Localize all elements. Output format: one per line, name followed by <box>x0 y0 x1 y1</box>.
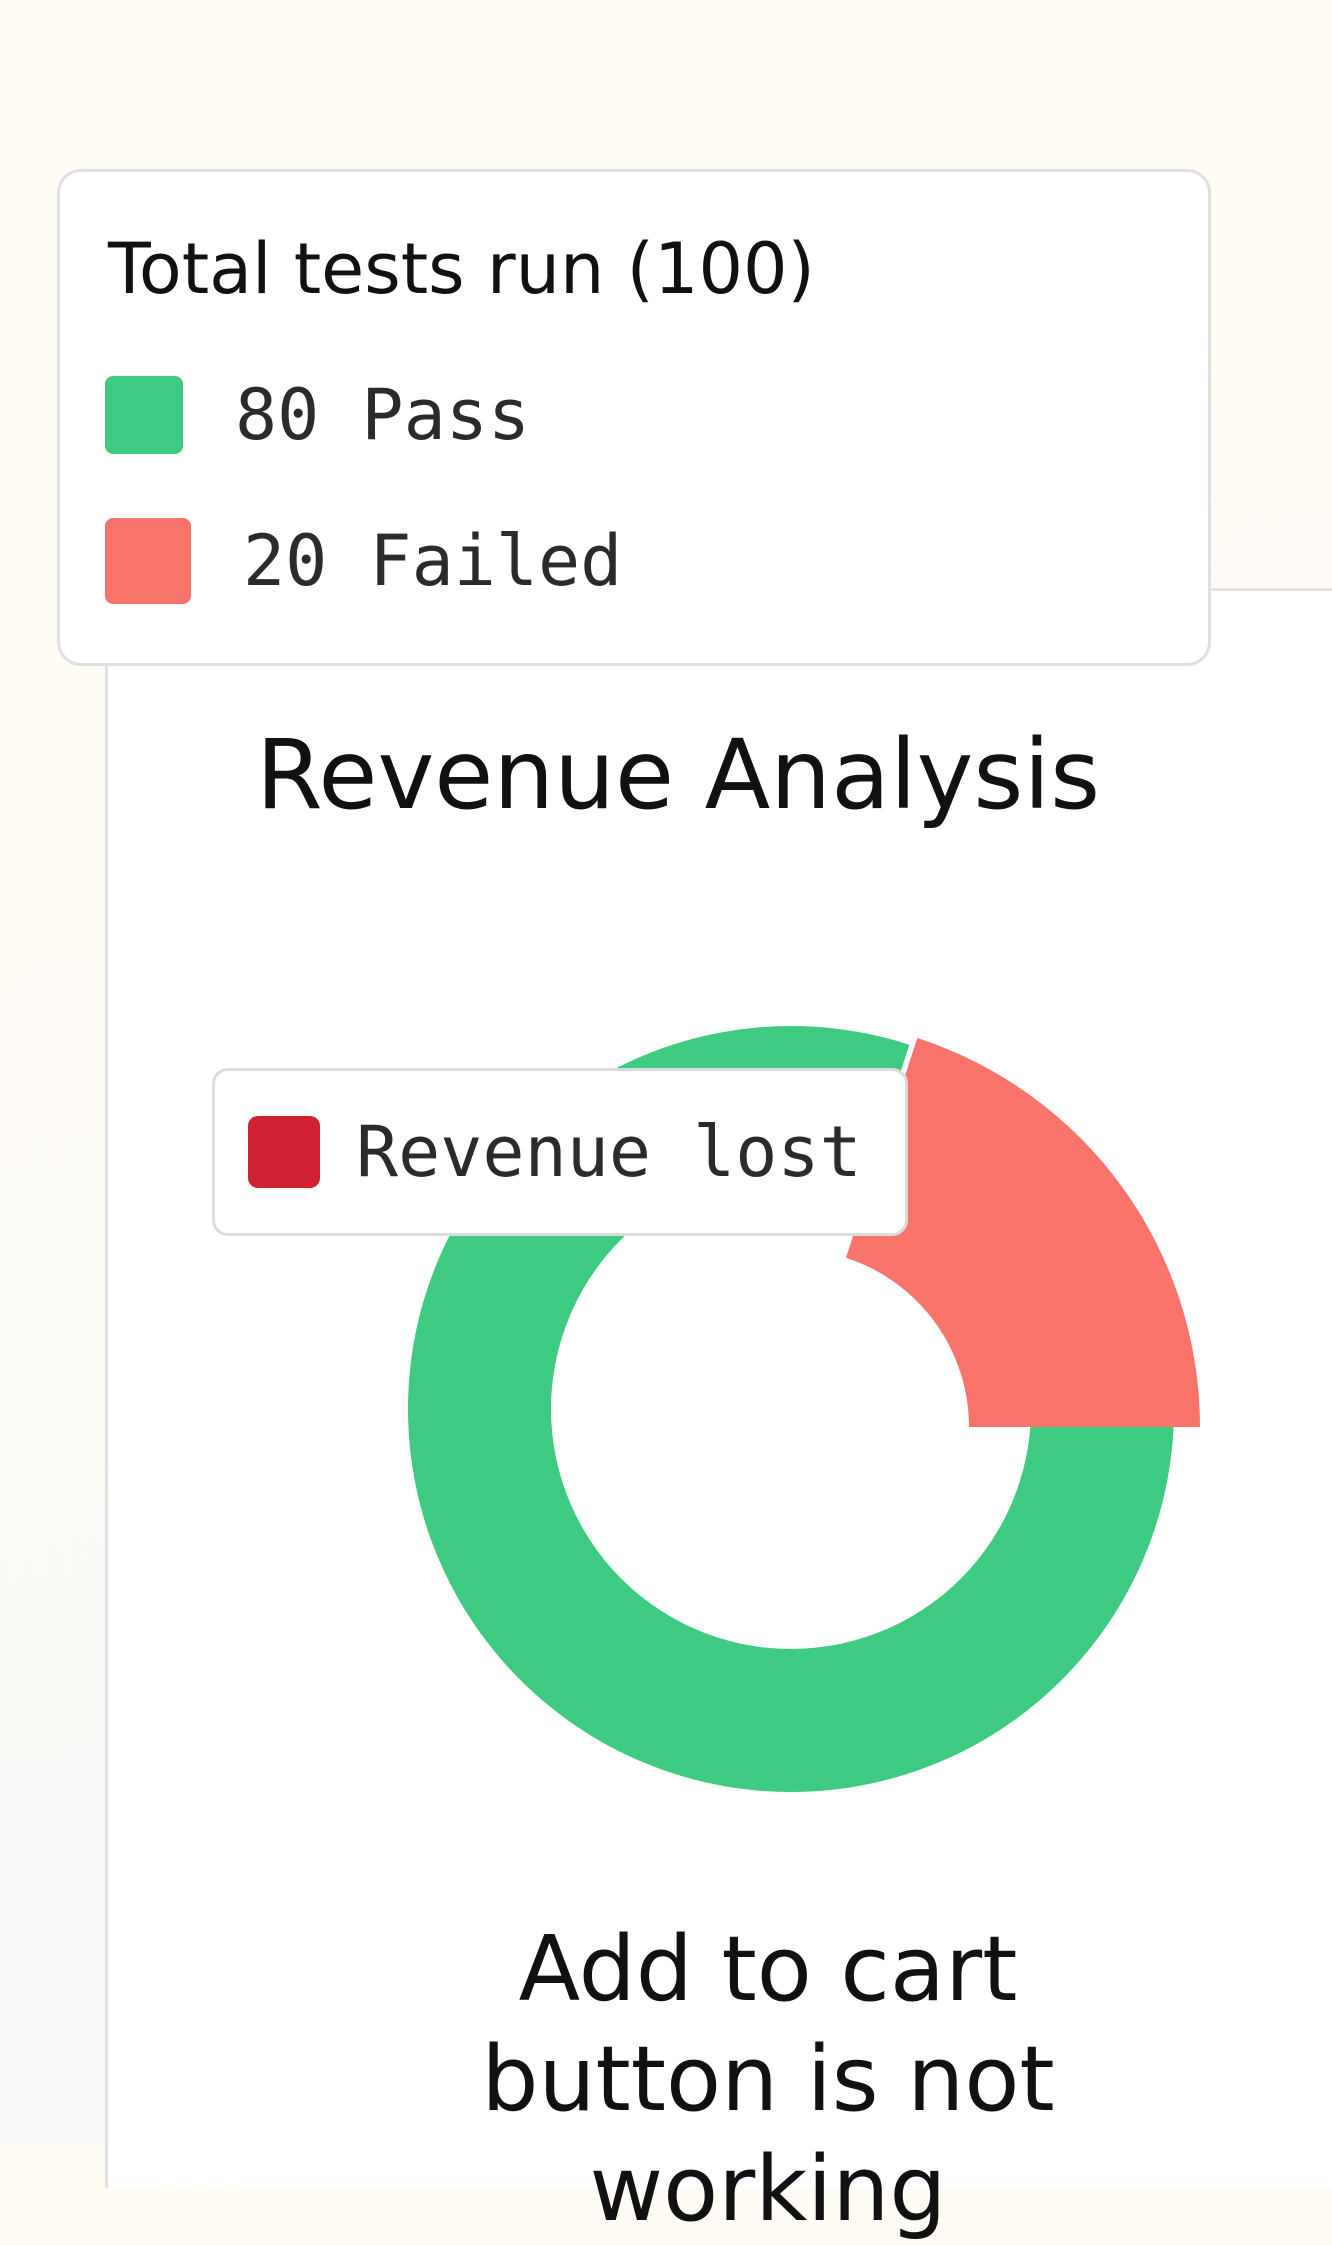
chart-caption: Add to cart button is not working <box>481 1917 1055 2242</box>
legend-swatch-failed <box>105 518 191 604</box>
chart-card: Revenue Analysis Add to cart button is n… <box>105 588 1332 2242</box>
donut-slice-failed[interactable] <box>846 1038 1200 1427</box>
legend-item-pass: 80 Pass <box>105 374 530 456</box>
chart-title: Revenue Analysis <box>256 719 1101 831</box>
tooltip-swatch <box>248 1116 320 1188</box>
legend-title: Total tests run (100) <box>108 228 815 310</box>
legend-label-failed: 20 Failed <box>243 520 623 602</box>
donut-chart <box>408 1026 1200 1792</box>
legend-swatch-pass <box>105 376 183 454</box>
legend-item-failed: 20 Failed <box>105 518 622 604</box>
chart-tooltip: Revenue lost <box>212 1068 908 1236</box>
legend-label-pass: 80 Pass <box>235 374 531 456</box>
tooltip-label: Revenue lost <box>356 1111 862 1193</box>
legend-card: Total tests run (100) 80 Pass 20 Failed <box>57 169 1211 666</box>
